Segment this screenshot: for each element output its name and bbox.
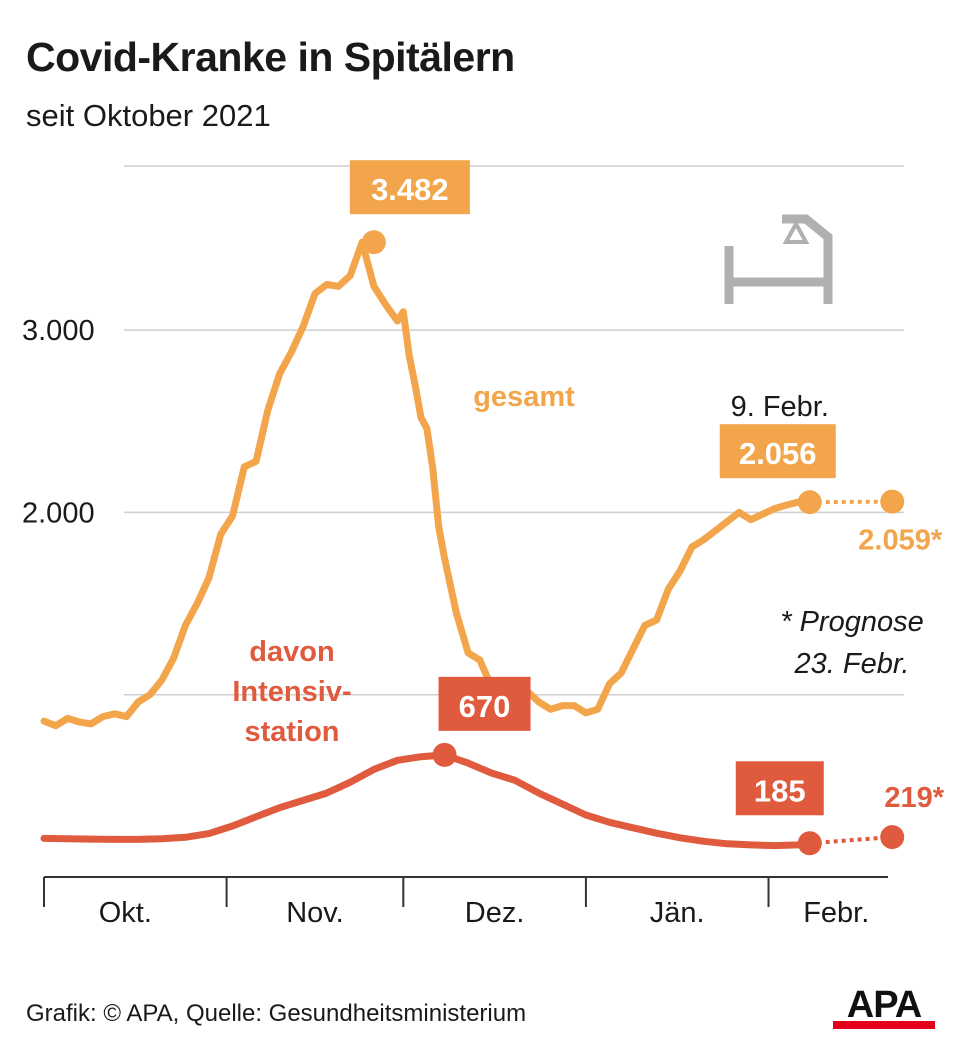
x-axis: Okt. Nov. Dez. Jän. Febr. <box>43 876 888 929</box>
series-label-intensiv: davon <box>249 636 334 668</box>
y-axis-labels: 3.000 2.000 <box>22 315 95 529</box>
logo-bar <box>833 1021 935 1029</box>
forecast-label: 219* <box>884 782 944 814</box>
peak-label-box <box>349 160 470 215</box>
peak-label-box <box>438 676 531 731</box>
end-point-marker <box>797 831 822 856</box>
y-tick-label: 2.000 <box>22 497 95 529</box>
x-month-label: Febr. <box>803 897 869 929</box>
end-date-label: 9. Febr. <box>731 391 829 423</box>
forecast-annotation: 23. Febr. <box>794 648 910 680</box>
end-label-value: 2.056 <box>739 436 817 471</box>
end-label-box <box>719 424 836 479</box>
series-label-intensiv: Intensiv- <box>232 676 351 708</box>
x-month-label: Jän. <box>650 897 705 929</box>
x-month-label: Okt. <box>99 897 152 929</box>
y-tick-label: 3.000 <box>22 315 95 347</box>
peak-label-value: 3.482 <box>371 172 449 207</box>
forecast-point-marker <box>880 825 905 850</box>
x-month-label: Dez. <box>465 897 525 929</box>
logo-text: APA <box>847 984 922 1026</box>
page-subtitle: seit Oktober 2021 <box>26 98 271 133</box>
forecast-label: 2.059* <box>858 525 943 557</box>
peak-point-marker <box>361 230 386 255</box>
series-line-intensiv <box>40 751 814 850</box>
series-line-gesamt <box>40 238 814 730</box>
series-label-gesamt: gesamt <box>473 381 575 413</box>
source-footer: Grafik: © APA, Quelle: Gesundheitsminist… <box>26 1000 527 1027</box>
series-layer <box>40 230 905 856</box>
end-point-marker <box>797 490 822 515</box>
forecast-dotted-line <box>809 835 893 846</box>
peak-point-marker <box>432 742 457 767</box>
end-label-box <box>735 761 824 816</box>
peak-label-value: 670 <box>459 689 511 724</box>
end-label-value: 185 <box>754 773 806 808</box>
forecast-dotted-line <box>809 499 893 505</box>
forecast-annotation: * Prognose <box>780 606 924 638</box>
page-title: Covid-Kranke in Spitälern <box>26 34 515 80</box>
apa-logo: APA <box>833 984 935 1029</box>
forecast-point-marker <box>880 489 905 514</box>
hospital-bed-icon <box>724 214 833 304</box>
series-label-intensiv: station <box>244 716 339 748</box>
label-layer: 3.482 2.056 9. Febr. 2.059* gesamt 670 185 219*… <box>232 160 945 816</box>
x-month-label: Nov. <box>286 897 343 929</box>
